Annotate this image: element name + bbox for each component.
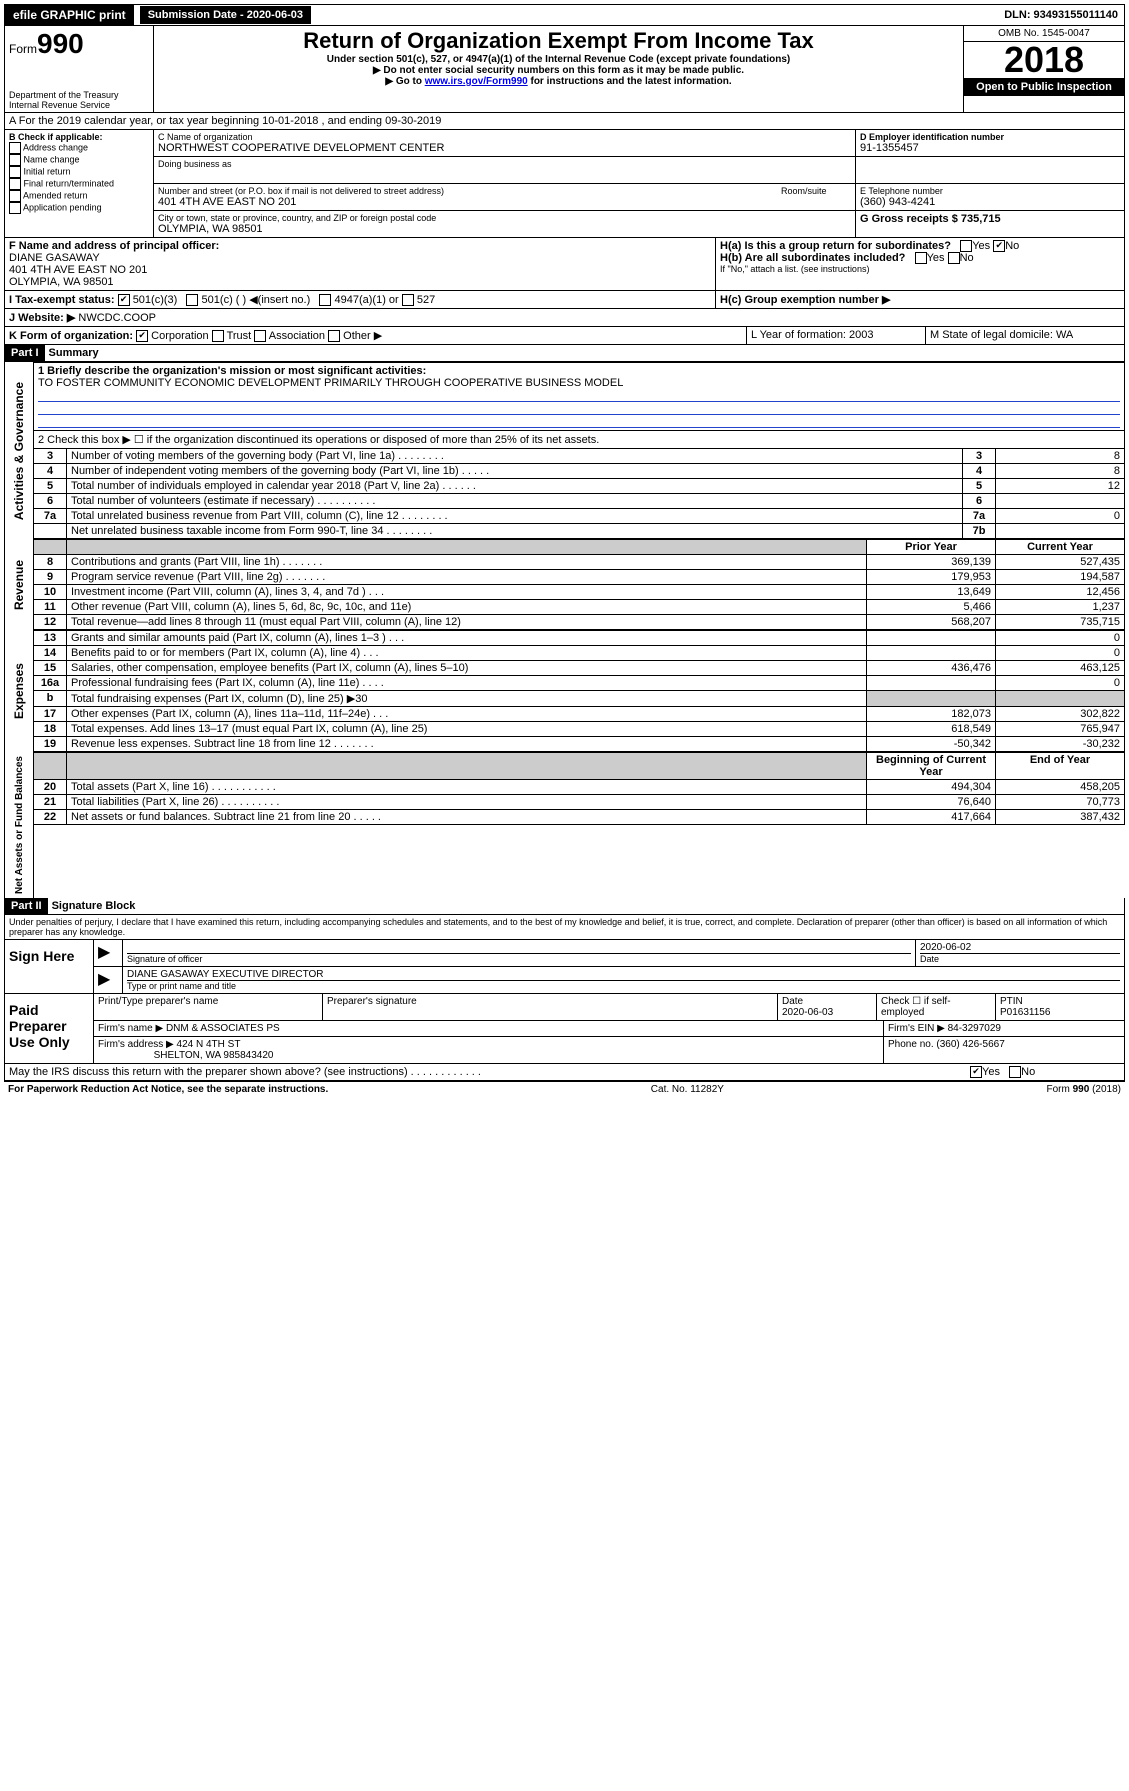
form-word: Form (9, 42, 37, 56)
check-final[interactable] (9, 178, 21, 190)
ha-yes[interactable] (960, 240, 972, 252)
top-bar: efile GRAPHIC print Submission Date - 20… (4, 4, 1125, 26)
box-hb: H(b) Are all subordinates included? Yes … (720, 252, 1120, 264)
check-trust[interactable] (212, 330, 224, 342)
side-governance: Activities & Governance (10, 378, 28, 524)
efile-badge: efile GRAPHIC print (5, 5, 134, 25)
addr-label: Number and street (or P.O. box if mail i… (158, 186, 781, 196)
side-revenue: Revenue (10, 556, 28, 614)
check-name[interactable] (9, 154, 21, 166)
officer-addr1: 401 4TH AVE EAST NO 201 (9, 264, 711, 276)
check-assoc[interactable] (254, 330, 266, 342)
side-expenses: Expenses (10, 659, 28, 723)
check-amended[interactable] (9, 190, 21, 202)
governance-table: 3Number of voting members of the governi… (34, 448, 1125, 539)
perjury-text: Under penalties of perjury, I declare th… (4, 915, 1125, 940)
box-c-label: C Name of organization (158, 132, 851, 142)
mission-text: TO FOSTER COMMUNITY ECONOMIC DEVELOPMENT… (38, 377, 1120, 389)
ein: 91-1355457 (860, 142, 1120, 154)
check-501c[interactable] (186, 294, 198, 306)
check-other[interactable] (328, 330, 340, 342)
ha-no[interactable] (993, 240, 1005, 252)
street-address: 401 4TH AVE EAST NO 201 (158, 196, 781, 208)
telephone: (360) 943-4241 (860, 196, 1120, 208)
netassets-section: Net Assets or Fund Balances Beginning of… (4, 752, 1125, 898)
check-initial[interactable] (9, 166, 21, 178)
firm-addr: 424 N 4TH ST (177, 1039, 241, 1050)
form-title: Return of Organization Exempt From Incom… (160, 28, 957, 54)
city-label: City or town, state or province, country… (158, 213, 851, 223)
period-line: A For the 2019 calendar year, or tax yea… (4, 113, 1125, 130)
officer-name-title: DIANE GASAWAY EXECUTIVE DIRECTOR (127, 969, 1120, 980)
sign-here-block: Sign Here ▶ Signature of officer 2020-06… (4, 940, 1125, 994)
open-public-badge: Open to Public Inspection (964, 78, 1124, 96)
check-501c3[interactable] (118, 294, 130, 306)
tax-year: 2018 (964, 42, 1124, 78)
tax-status-row: I Tax-exempt status: 501(c)(3) 501(c) ( … (4, 291, 1125, 309)
org-form-row: K Form of organization: Corporation Trus… (4, 327, 1125, 345)
box-hb-note: If "No," attach a list. (see instruction… (720, 264, 1120, 274)
q1: 1 Briefly describe the organization's mi… (38, 365, 1120, 377)
q2: 2 Check this box ▶ ☐ if the organization… (34, 431, 1125, 448)
discuss-yes[interactable] (970, 1066, 982, 1078)
check-corp[interactable] (136, 330, 148, 342)
box-hc: H(c) Group exemption number ▶ (720, 294, 890, 306)
room-label: Room/suite (781, 186, 851, 208)
part1-title: Summary (45, 345, 103, 361)
ptin: P01631156 (1000, 1007, 1050, 1018)
part2-tag: Part II (5, 898, 48, 914)
discuss-row: May the IRS discuss this return with the… (4, 1064, 1125, 1081)
dln: DLN: 93493155011140 (1004, 9, 1124, 21)
subtitle-1: Under section 501(c), 527, or 4947(a)(1)… (160, 54, 957, 65)
entity-block: B Check if applicable: Address change Na… (4, 130, 1125, 238)
box-b-title: B Check if applicable: (9, 132, 149, 142)
firm-phone: Phone no. (360) 426-5667 (884, 1037, 1124, 1063)
box-d-label: D Employer identification number (860, 132, 1120, 142)
box-b: B Check if applicable: Address change Na… (5, 130, 154, 237)
form-header: Form990 Department of the Treasury Inter… (4, 26, 1125, 113)
org-name: NORTHWEST COOPERATIVE DEVELOPMENT CENTER (158, 142, 851, 154)
officer-block: F Name and address of principal officer:… (4, 238, 1125, 291)
hb-no[interactable] (948, 252, 960, 264)
paid-preparer-label: Paid Preparer Use Only (5, 994, 94, 1063)
box-ha: H(a) Is this a group return for subordin… (720, 240, 1120, 252)
expenses-table: 13Grants and similar amounts paid (Part … (34, 630, 1125, 752)
website-row: J Website: ▶ NWCDC.COOP (4, 309, 1125, 327)
governance-section: Activities & Governance 1 Briefly descri… (4, 362, 1125, 539)
box-m: M State of legal domicile: WA (926, 327, 1124, 344)
submission-date: Submission Date - 2020-06-03 (140, 6, 311, 24)
officer-addr2: OLYMPIA, WA 98501 (9, 276, 711, 288)
city-state-zip: OLYMPIA, WA 98501 (158, 223, 851, 235)
hb-yes[interactable] (915, 252, 927, 264)
box-f-label: F Name and address of principal officer: (9, 240, 711, 252)
box-e-label: E Telephone number (860, 186, 1120, 196)
part1-tag: Part I (5, 345, 45, 361)
netassets-table: Beginning of Current YearEnd of Year 20T… (34, 752, 1125, 825)
dept-treasury: Department of the Treasury Internal Reve… (9, 90, 149, 110)
expenses-section: Expenses 13Grants and similar amounts pa… (4, 630, 1125, 752)
form-number: 990 (37, 28, 84, 59)
dba-label: Doing business as (158, 159, 851, 169)
box-g: G Gross receipts $ 735,715 (860, 213, 1120, 225)
side-netassets: Net Assets or Fund Balances (12, 752, 27, 898)
page-footer: For Paperwork Reduction Act Notice, see … (4, 1081, 1125, 1097)
box-l: L Year of formation: 2003 (747, 327, 926, 344)
revenue-section: Revenue Prior YearCurrent Year 8Contribu… (4, 539, 1125, 630)
subtitle-2: ▶ Do not enter social security numbers o… (160, 65, 957, 76)
revenue-table: Prior YearCurrent Year 8Contributions an… (34, 539, 1125, 630)
officer-name: DIANE GASAWAY (9, 252, 711, 264)
irs-link[interactable]: www.irs.gov/Form990 (425, 76, 528, 87)
part2-title: Signature Block (48, 898, 140, 914)
discuss-no[interactable] (1009, 1066, 1021, 1078)
sign-here-label: Sign Here (5, 940, 94, 993)
firm-name: DNM & ASSOCIATES PS (166, 1023, 280, 1034)
check-4947[interactable] (319, 294, 331, 306)
check-pending[interactable] (9, 202, 21, 214)
subtitle-3: ▶ Go to www.irs.gov/Form990 for instruct… (160, 76, 957, 87)
check-address[interactable] (9, 142, 21, 154)
website: NWCDC.COOP (78, 312, 156, 324)
paid-preparer-block: Paid Preparer Use Only Print/Type prepar… (4, 994, 1125, 1064)
check-527[interactable] (402, 294, 414, 306)
firm-ein: Firm's EIN ▶ 84-3297029 (884, 1021, 1124, 1036)
